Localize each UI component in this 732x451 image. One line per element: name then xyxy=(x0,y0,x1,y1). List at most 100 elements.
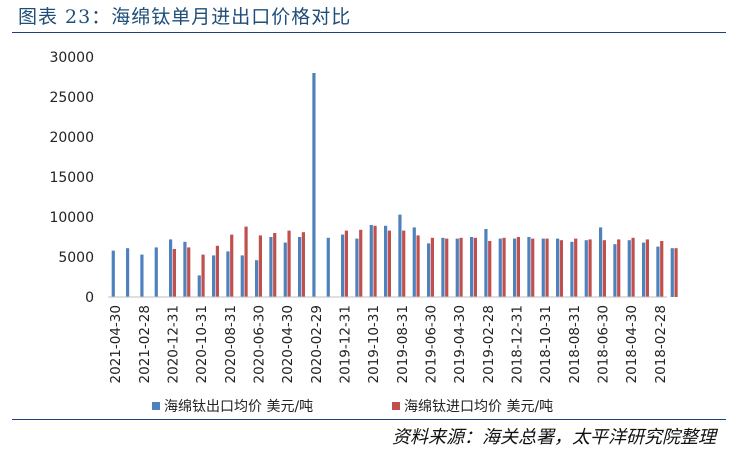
x-tick-label: 2019-06-30 xyxy=(424,305,440,383)
import-price-bar xyxy=(660,241,664,297)
export-price-bar xyxy=(154,247,158,297)
export-price-bar xyxy=(656,246,660,297)
export-price-bar xyxy=(498,238,502,297)
export-price-bar xyxy=(212,255,216,297)
import-price-bar xyxy=(230,234,234,297)
import-price-bar xyxy=(617,239,621,297)
export-price-bar xyxy=(599,227,603,297)
x-tick-label: 2021-04-30 xyxy=(108,305,124,383)
import-price-bar xyxy=(531,238,535,297)
legend-swatch xyxy=(392,402,400,410)
y-tick-label: 10000 xyxy=(49,210,94,226)
import-price-bar xyxy=(273,233,277,297)
y-tick-label: 20000 xyxy=(49,130,94,146)
export-price-bar xyxy=(556,238,560,297)
legend-label: 海绵钛出口均价 美元/吨 xyxy=(164,398,313,415)
source-note: 资料来源：海关总署，太平洋研究院整理 xyxy=(392,427,716,448)
export-price-bar xyxy=(613,244,617,297)
x-tick-label: 2019-12-31 xyxy=(338,305,354,383)
import-price-bar xyxy=(201,254,205,297)
export-price-bar xyxy=(398,214,402,297)
export-price-bar xyxy=(541,238,545,297)
x-tick-label: 2018-12-31 xyxy=(510,305,526,383)
export-price-bar xyxy=(384,225,388,297)
import-price-bar xyxy=(430,237,434,297)
x-tick-label: 2020-04-30 xyxy=(280,305,296,383)
x-tick-label: 2020-12-31 xyxy=(166,305,182,383)
y-tick-label: 15000 xyxy=(49,170,94,186)
export-price-bars xyxy=(111,73,674,297)
export-price-bar xyxy=(441,237,445,297)
import-price-bar xyxy=(645,239,649,297)
import-price-bar xyxy=(459,237,463,297)
x-tick-label: 2018-02-28 xyxy=(653,305,669,383)
import-price-bar xyxy=(502,237,506,297)
export-price-bar xyxy=(169,239,173,297)
export-price-bar xyxy=(355,238,359,297)
y-tick-label: 0 xyxy=(85,290,94,306)
x-tick-label: 2019-10-31 xyxy=(366,305,382,383)
x-tick-label: 2019-02-28 xyxy=(481,305,497,383)
bottom-rule xyxy=(12,419,726,420)
y-tick-label: 30000 xyxy=(49,50,94,66)
export-price-bar xyxy=(255,260,259,297)
export-price-bar xyxy=(470,237,474,297)
import-price-bar xyxy=(287,230,291,297)
export-price-bar xyxy=(197,275,201,297)
x-tick-label: 2020-06-30 xyxy=(252,305,268,383)
x-axis: 2021-04-30 2021-02-28 2020-12-31 2020-10-31… xyxy=(108,296,669,383)
export-price-bar xyxy=(240,255,244,297)
export-price-bar xyxy=(226,251,230,297)
export-price-bar xyxy=(126,248,130,297)
x-tick-label: 2018-04-30 xyxy=(624,305,640,383)
export-price-bar xyxy=(570,241,574,297)
import-price-bar xyxy=(545,238,549,297)
x-tick-label: 2019-04-30 xyxy=(452,305,468,383)
x-tick-label: 2020-10-31 xyxy=(194,305,210,383)
export-price-bar xyxy=(140,254,144,297)
x-tick-label: 2020-02-29 xyxy=(309,305,325,383)
import-price-bar xyxy=(588,239,592,297)
export-price-bar xyxy=(298,237,302,297)
top-rule xyxy=(12,32,726,33)
import-price-bar xyxy=(301,232,305,297)
y-tick-label: 25000 xyxy=(49,90,94,106)
export-price-bar xyxy=(341,234,345,297)
import-price-bar xyxy=(402,230,406,297)
export-price-bar xyxy=(269,237,273,297)
legend: 海绵钛出口均价 美元/吨 海绵钛进口均价 美元/吨 xyxy=(152,398,553,415)
export-price-bar xyxy=(455,238,459,297)
export-price-bar xyxy=(513,238,517,297)
import-price-bar xyxy=(559,240,563,297)
export-price-bar xyxy=(670,248,674,297)
import-price-bar xyxy=(674,248,678,297)
import-price-bar xyxy=(602,240,606,297)
x-tick-label: 2018-08-31 xyxy=(567,305,583,383)
import-price-bar xyxy=(187,247,191,297)
export-price-bar xyxy=(111,250,115,297)
legend-label: 海绵钛进口均价 美元/吨 xyxy=(404,398,553,415)
import-price-bar xyxy=(244,226,248,297)
x-tick-label: 2018-06-30 xyxy=(596,305,612,383)
import-price-bar xyxy=(387,230,391,297)
y-tick-label: 5000 xyxy=(58,250,94,266)
export-price-bar xyxy=(369,225,373,297)
import-price-bar xyxy=(445,238,449,297)
import-price-bar xyxy=(258,235,262,297)
import-price-bar xyxy=(359,229,363,297)
import-price-bar xyxy=(516,237,520,297)
import-price-bar xyxy=(172,249,176,297)
export-price-bar xyxy=(412,227,416,297)
import-price-bar xyxy=(488,241,492,297)
import-price-bar xyxy=(473,237,477,297)
export-price-bar xyxy=(283,242,287,297)
import-price-bars xyxy=(172,225,678,297)
import-price-bar xyxy=(215,245,219,297)
import-price-bar xyxy=(373,225,377,297)
export-price-bar xyxy=(484,229,488,297)
import-price-bar xyxy=(416,235,420,297)
export-price-bar xyxy=(326,237,330,297)
y-axis: 0 5000 10000 15000 20000 25000 30000 xyxy=(49,50,94,306)
export-price-bar xyxy=(642,242,646,297)
